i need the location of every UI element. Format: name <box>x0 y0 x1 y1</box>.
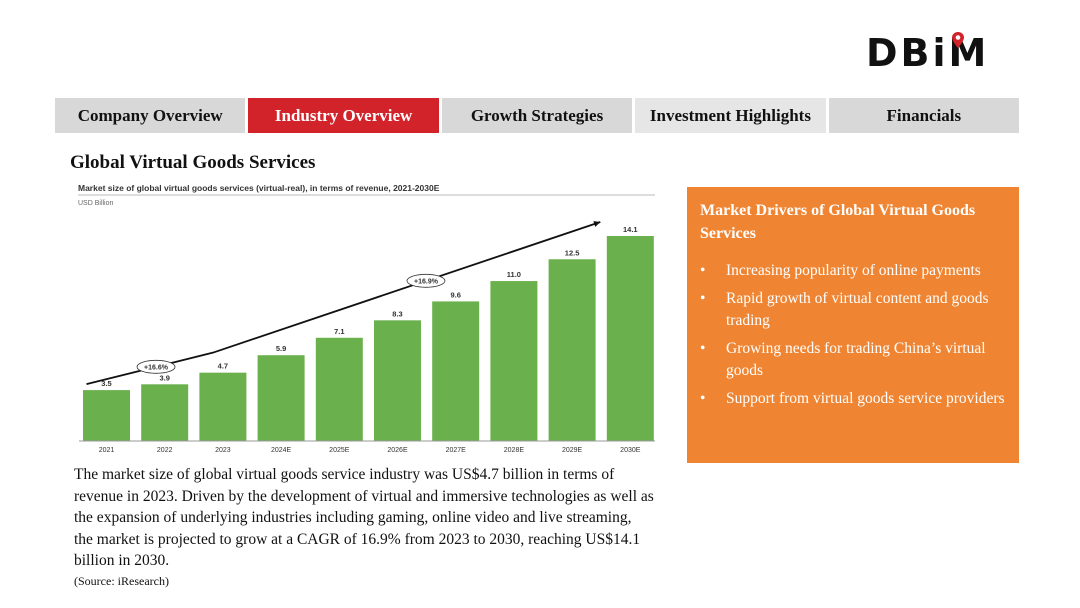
chart-title: Market size of global virtual goods serv… <box>78 183 440 193</box>
driver-item: • Rapid growth of virtual content and goo… <box>700 288 1009 332</box>
market-drivers-box: Market Drivers of Global Virtual Goods S… <box>687 187 1019 463</box>
tab-growth-strategies[interactable]: Growth Strategies <box>441 98 636 133</box>
drivers-list: • Increasing popularity of online payment… <box>700 260 1009 410</box>
source-note: (Source: iResearch) <box>74 574 169 588</box>
bar-2030E <box>606 236 654 441</box>
bar-2025E <box>315 337 363 441</box>
tab-financials[interactable]: Financials <box>828 98 1020 133</box>
category-label-2023: 2023 <box>215 447 231 454</box>
category-label-2030E: 2030E <box>620 447 641 454</box>
trend-arrow-line <box>86 221 601 385</box>
driver-text: Increasing popularity of online payments <box>726 262 981 279</box>
category-label-2029E: 2029E <box>562 447 583 454</box>
bar-2028E <box>490 281 538 441</box>
bar-2024E <box>257 355 305 441</box>
bar-2026E <box>374 320 421 441</box>
value-label-2030E: 14.1 <box>623 225 638 234</box>
value-label-2024E: 5.9 <box>276 344 286 353</box>
category-label-2026E: 2026E <box>387 447 408 454</box>
logo-text: DBiM <box>866 31 990 75</box>
category-label-2024E: 2024E <box>271 447 292 454</box>
driver-item: • Support from virtual goods service prov… <box>700 388 1009 410</box>
driver-item: • Growing needs for trading China’s virtu… <box>700 338 1009 382</box>
bullet-icon: • <box>700 340 706 357</box>
value-label-2021: 3.5 <box>101 379 111 388</box>
chart-unit-label: USD Billion <box>78 200 114 207</box>
category-label-2022: 2022 <box>157 447 173 454</box>
location-pin-icon <box>952 32 964 48</box>
section-nav: Company Overview Industry Overview Growt… <box>55 98 1020 133</box>
bar-2029E <box>548 259 596 441</box>
tab-industry-overview[interactable]: Industry Overview <box>248 98 442 133</box>
value-label-2025E: 7.1 <box>334 327 344 336</box>
bullet-icon: • <box>700 262 706 279</box>
category-label-2028E: 2028E <box>504 447 525 454</box>
driver-text: Growing needs for trading China’s virtua… <box>726 340 986 379</box>
value-label-2023: 4.7 <box>218 362 228 371</box>
tab-investment-highlights[interactable]: Investment Highlights <box>635 98 829 133</box>
trend-arrow-head-icon <box>593 221 601 227</box>
bar-2021 <box>83 390 130 441</box>
value-label-2022: 3.9 <box>159 373 169 382</box>
bar-2023 <box>199 372 247 441</box>
value-label-2026E: 8.3 <box>392 309 402 318</box>
section-title: Global Virtual Goods Services <box>70 152 316 173</box>
value-label-2028E: 11.0 <box>507 270 521 279</box>
value-label-2029E: 12.5 <box>565 248 580 257</box>
market-size-chart: Market size of global virtual goods serv… <box>75 180 660 458</box>
cagr-2023-2030-label: +16.9% <box>414 278 439 285</box>
cagr-2023-2030-label-oval <box>406 273 446 288</box>
dbim-logo: DBiM <box>866 30 1016 76</box>
bullet-icon: • <box>700 290 706 307</box>
bullet-icon: • <box>700 390 706 407</box>
cagr-2021-2023-label-oval <box>136 359 176 374</box>
category-label-2021: 2021 <box>99 447 115 454</box>
cagr-2021-2023-label: +16.6% <box>144 364 169 371</box>
driver-text: Support from virtual goods service provi… <box>726 390 1005 407</box>
drivers-title: Market Drivers of Global Virtual Goods S… <box>700 202 976 242</box>
tab-company-overview[interactable]: Company Overview <box>55 98 249 133</box>
value-label-2027E: 9.6 <box>450 290 460 299</box>
category-label-2027E: 2027E <box>446 447 467 454</box>
bar-chart-svg: Market size of global virtual goods serv… <box>78 183 655 454</box>
bar-2027E <box>432 301 480 441</box>
bar-2022 <box>141 384 189 441</box>
market-summary-paragraph: The market size of global virtual goods … <box>74 466 654 569</box>
driver-text: Rapid growth of virtual content and good… <box>726 290 989 329</box>
category-label-2025E: 2025E <box>329 447 350 454</box>
driver-item: • Increasing popularity of online payment… <box>700 260 1009 282</box>
